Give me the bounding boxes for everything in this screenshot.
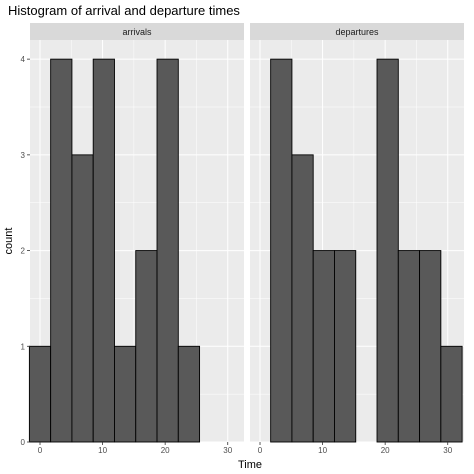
facet-arrivals: arrivals 0 10 20 30: [28, 23, 244, 455]
x-tick-label: 20: [161, 446, 170, 455]
y-tick-label: 2: [21, 247, 26, 256]
strip-label: departures: [335, 27, 379, 37]
histogram-bar: [334, 250, 357, 443]
histogram-bar: [177, 345, 201, 443]
x-tick-label: 0: [258, 446, 263, 455]
chart-title: Histogram of arrival and departure times: [8, 3, 240, 18]
histogram-bar: [376, 58, 399, 443]
x-axis-title: Time: [238, 459, 262, 471]
x-tick-label: 30: [443, 446, 452, 455]
y-tick-label: 1: [21, 342, 26, 351]
y-axis-title: count: [3, 228, 15, 255]
histogram-bar: [156, 58, 179, 443]
facet-panels: arrivals 0 10 20 30 departures 0 10 20 30: [28, 23, 464, 455]
histogram-bar: [50, 58, 73, 443]
y-tick-label: 0: [21, 438, 26, 447]
strip-label: arrivals: [122, 27, 152, 37]
histogram-bar: [440, 345, 463, 443]
histogram-bar: [114, 345, 137, 443]
histogram-bar: [397, 250, 421, 443]
histogram-bar: [419, 250, 442, 443]
strip-background: [250, 23, 464, 40]
histogram-bar: [312, 250, 335, 443]
histogram-bar: [28, 345, 52, 443]
x-tick-label: 0: [38, 446, 43, 455]
y-axis: 0 1 2 3 4: [21, 55, 30, 447]
histogram-bar: [270, 58, 293, 443]
x-tick-label: 30: [223, 446, 232, 455]
histogram-bar: [291, 154, 314, 443]
y-tick-label: 4: [21, 55, 26, 64]
histogram-bar: [71, 154, 94, 443]
x-tick-label: 20: [381, 446, 390, 455]
x-tick-label: 10: [318, 446, 327, 455]
x-tick-label: 10: [98, 446, 107, 455]
facet-departures: departures 0 10 20 30: [250, 23, 464, 455]
strip-background: [30, 23, 244, 40]
y-tick-label: 3: [21, 151, 26, 160]
histogram-bar: [92, 58, 115, 443]
histogram-bar: [135, 250, 158, 443]
